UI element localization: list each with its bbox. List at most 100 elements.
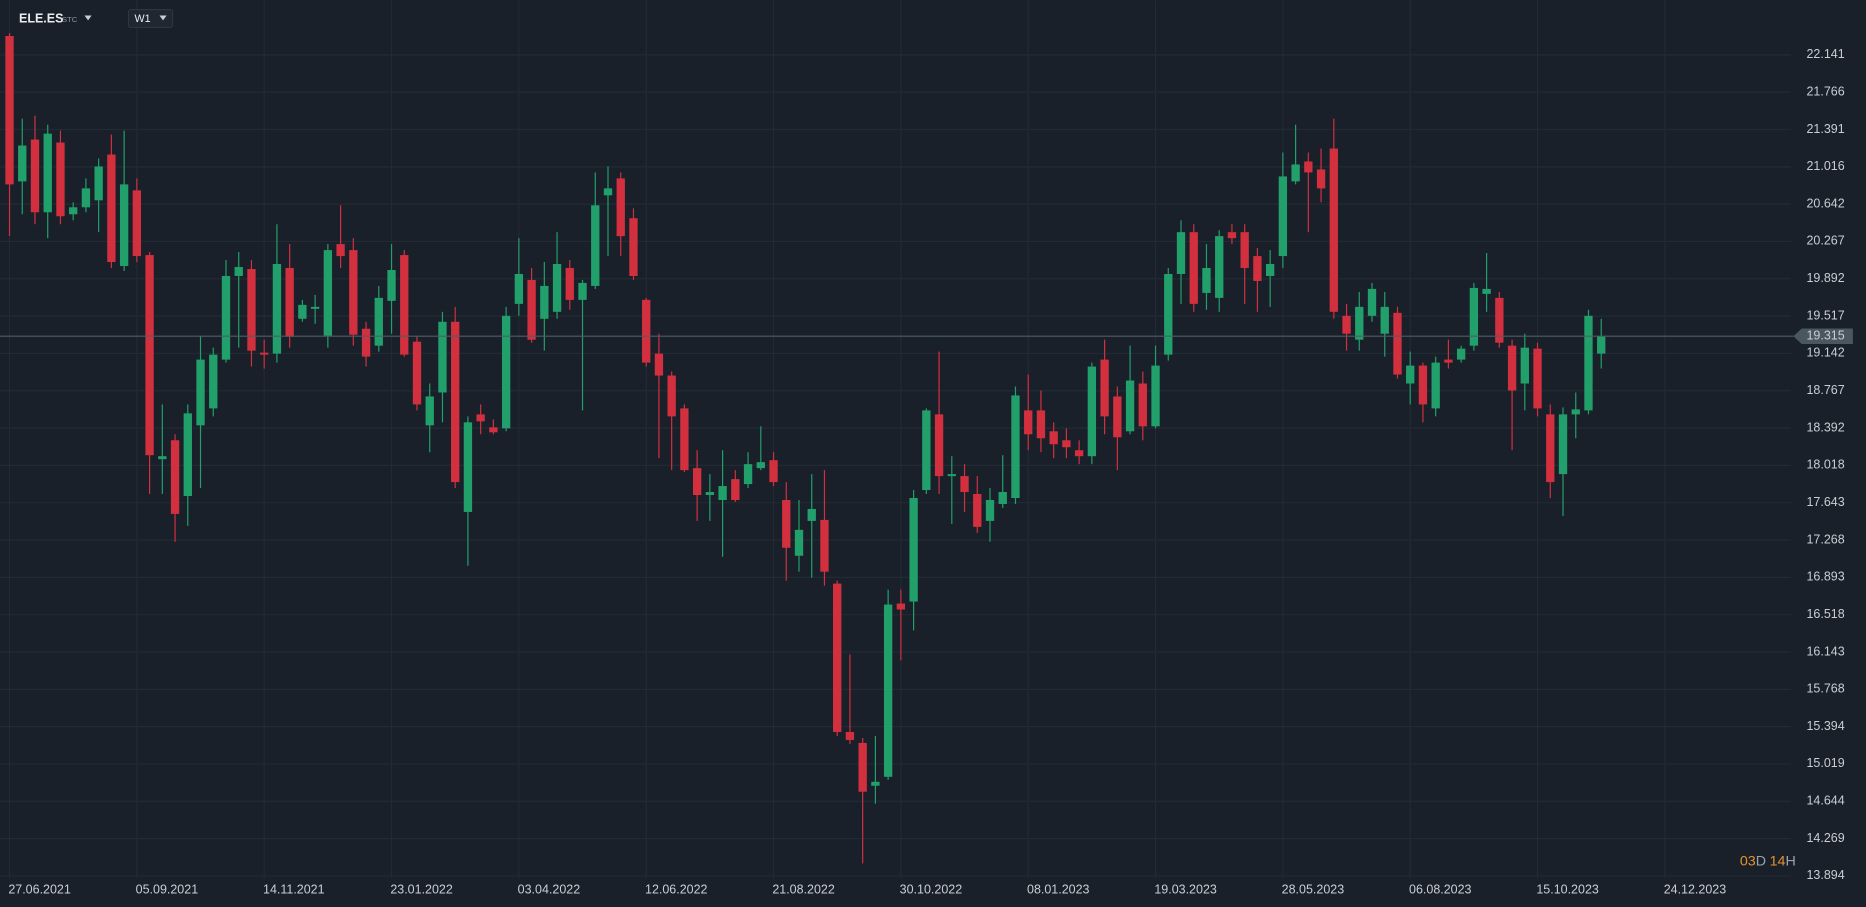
candle-body <box>387 270 396 301</box>
y-tick-label: 18.767 <box>1806 383 1844 397</box>
candle-body <box>1355 306 1364 340</box>
timeframe-box[interactable] <box>127 9 174 29</box>
x-tick-label: 23.01.2022 <box>390 883 453 897</box>
y-tick-label: 22.141 <box>1806 47 1844 61</box>
candle-body <box>132 190 142 257</box>
y-tick-label: 16.518 <box>1806 607 1844 621</box>
candle-body <box>782 499 791 548</box>
candle-body <box>1036 410 1046 439</box>
candle-body <box>1074 450 1084 457</box>
candle-body <box>1584 315 1593 411</box>
candle-body <box>374 297 383 346</box>
candle-body <box>909 498 918 602</box>
candle-body <box>260 352 269 355</box>
candle-body <box>349 250 358 335</box>
x-tick-label: 08.01.2023 <box>1027 883 1090 897</box>
candle-body <box>973 494 982 527</box>
candle-body <box>540 285 549 319</box>
candle-body <box>1265 264 1275 276</box>
y-tick-label: 17.643 <box>1806 495 1844 509</box>
candle-body <box>769 460 778 483</box>
y-tick-label: 19.892 <box>1806 271 1844 285</box>
candle-body <box>1507 345 1517 391</box>
candle-body <box>629 218 638 276</box>
candle-body <box>922 410 931 491</box>
candle-body <box>1240 232 1249 269</box>
candle-body <box>1189 232 1198 304</box>
price-label-box <box>1793 328 1853 344</box>
candle-body <box>1456 348 1466 360</box>
candle-body <box>1431 362 1440 409</box>
candle-body <box>1558 414 1568 475</box>
candle-body <box>1164 273 1173 355</box>
dropdown-arrow[interactable] <box>159 15 167 21</box>
candle-body <box>412 341 422 405</box>
toolbar: ELE.ES STC W1 <box>19 9 174 29</box>
candle-body <box>794 529 804 556</box>
candle-body <box>298 304 307 319</box>
candle-body <box>501 315 511 429</box>
candle-body <box>1291 164 1300 182</box>
candle-body <box>30 139 40 213</box>
y-tick-label: 17.268 <box>1806 532 1844 546</box>
y-tick-label: 21.391 <box>1806 122 1844 136</box>
candle-body <box>183 413 192 497</box>
candle-body <box>43 133 52 213</box>
x-tick-label: 30.10.2022 <box>900 883 963 897</box>
y-tick-label: 16.143 <box>1806 644 1844 658</box>
candle-body <box>69 207 78 215</box>
candle-body <box>960 476 969 493</box>
candle-body <box>1049 431 1058 445</box>
candle-body <box>833 583 842 732</box>
candle-body <box>336 244 345 257</box>
y-tick-label: 18.018 <box>1806 458 1844 472</box>
candle-body <box>807 508 816 521</box>
candle-body <box>1062 440 1071 448</box>
candle-body <box>1202 268 1211 293</box>
candle-body <box>1520 347 1529 384</box>
candle-body <box>692 468 702 496</box>
candle-body <box>565 268 574 300</box>
timeframe[interactable]: W1 <box>134 13 150 25</box>
candle-body <box>145 255 154 456</box>
x-tick-label: 14.11.2021 <box>263 883 325 897</box>
candle-body <box>323 250 333 336</box>
candle-body <box>1571 409 1580 415</box>
candle-body <box>552 264 562 312</box>
candle-body <box>107 154 116 263</box>
symbol[interactable]: ELE.ES <box>19 11 63 25</box>
y-tick-label: 20.642 <box>1806 196 1844 210</box>
countdown-hours: 14 <box>1770 853 1786 869</box>
candle-body <box>1304 161 1313 173</box>
y-tick-label: 15.019 <box>1806 756 1844 770</box>
y-tick-label: 21.016 <box>1806 159 1844 173</box>
candle-body <box>196 359 205 426</box>
candle-body <box>56 142 65 217</box>
countdown-day-unit: D <box>1756 853 1766 869</box>
y-tick-label: 16.893 <box>1806 570 1844 584</box>
price-label: 19.315 <box>1806 329 1844 343</box>
candle-body <box>119 184 129 267</box>
x-tick-label: 05.09.2021 <box>136 883 199 897</box>
candle-body <box>489 427 498 433</box>
candle-body <box>1151 365 1160 427</box>
candle-body <box>1495 297 1504 343</box>
candle-body <box>18 145 27 182</box>
dropdown-arrow[interactable] <box>84 15 92 21</box>
candle-body <box>1367 288 1377 316</box>
candle-body <box>476 414 485 422</box>
candle-body <box>731 479 740 500</box>
candle-body <box>1418 365 1428 405</box>
y-tick-label: 15.394 <box>1806 719 1844 733</box>
y-tick-label: 21.766 <box>1806 84 1844 98</box>
y-tick-label: 15.768 <box>1806 682 1844 696</box>
candle-body <box>934 414 944 477</box>
candle-body <box>1176 232 1186 274</box>
candle-body <box>1406 365 1415 384</box>
candle-body <box>896 603 906 610</box>
candle-body <box>1138 383 1147 427</box>
candle-body <box>5 36 14 185</box>
candle-body <box>221 275 231 360</box>
symbol-type: STC <box>62 15 78 24</box>
